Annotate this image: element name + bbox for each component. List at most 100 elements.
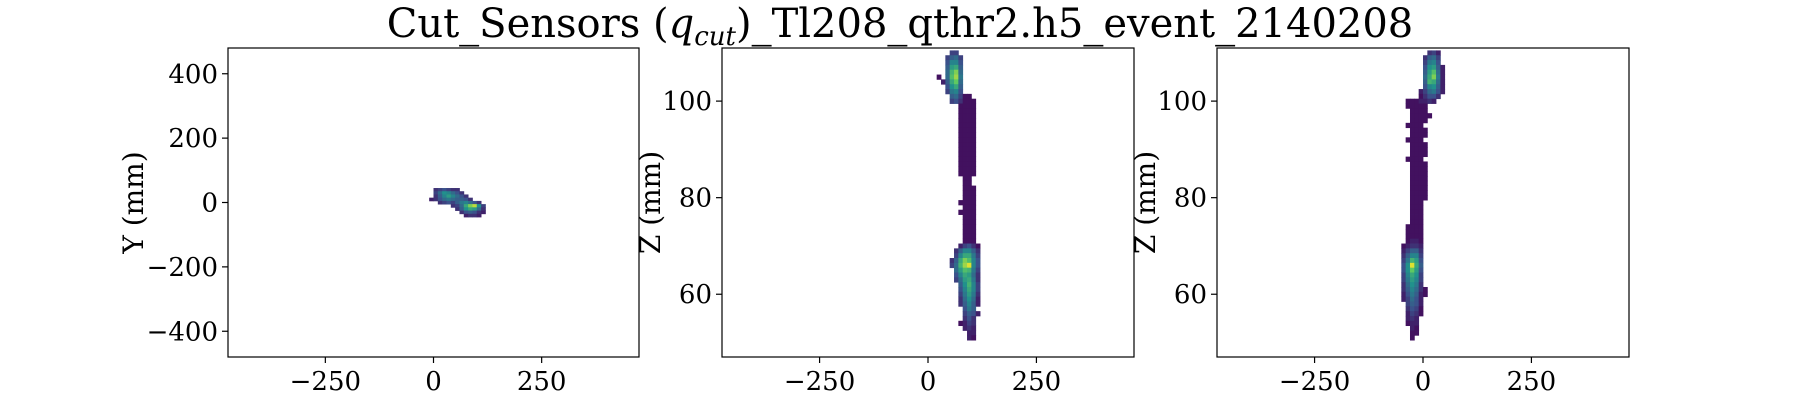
heatmap-cell <box>1414 132 1420 138</box>
heatmap-cell <box>1423 142 1428 148</box>
heatmap-cell <box>437 191 443 195</box>
heatmap-cell <box>971 296 977 302</box>
heatmap-cell <box>958 137 964 143</box>
heatmap-cell <box>1418 282 1424 288</box>
heatmap-cell <box>1431 93 1437 100</box>
heatmap-cell <box>1431 79 1437 85</box>
heatmap-cell <box>967 315 972 322</box>
heatmap-cell <box>962 219 968 225</box>
heatmap-cell <box>975 286 981 293</box>
heatmap-cell <box>1414 200 1420 206</box>
heatmap-cell <box>1405 253 1411 259</box>
y-tick-label: 60 <box>1174 280 1207 310</box>
heatmap-cell <box>1409 296 1415 302</box>
heatmap-cell <box>450 194 456 199</box>
heatmap-cell <box>468 197 473 202</box>
heatmap-cells <box>936 50 981 341</box>
heatmap-cell <box>1423 171 1428 177</box>
heatmap-cell <box>1409 233 1415 240</box>
heatmap-cell <box>1436 74 1441 80</box>
heatmap-cell <box>1414 330 1420 336</box>
heatmap-cell <box>945 60 951 66</box>
heatmap-cell <box>962 315 968 322</box>
heatmap-cell <box>1418 122 1424 129</box>
heatmap-cell <box>962 248 968 254</box>
heatmap-cell <box>1409 315 1415 322</box>
heatmap-cell <box>967 272 972 278</box>
heatmap-cell <box>958 267 964 273</box>
panel-2: −250 0 250 100 80 60 Z (mm) <box>634 47 1135 397</box>
heatmap-cell <box>958 103 964 109</box>
heatmap-cell <box>971 190 977 196</box>
heatmap-cell <box>971 209 977 215</box>
heatmap-cell <box>962 98 968 104</box>
x-tick-label: −250 <box>784 367 855 397</box>
heatmap-cell <box>1405 229 1411 235</box>
heatmap-cell <box>463 207 469 211</box>
heatmap-cell <box>962 272 968 278</box>
x-tick-label: 0 <box>1415 367 1432 397</box>
heatmap-cell <box>1423 291 1428 298</box>
y-tick-label: 0 <box>201 189 218 219</box>
heatmap-cell <box>967 137 972 143</box>
heatmap-cell <box>459 191 465 195</box>
y-tick-label: 200 <box>168 124 218 154</box>
heatmap-cell <box>958 161 964 167</box>
heatmap-cell <box>967 219 972 225</box>
heatmap-cell <box>954 258 959 264</box>
heatmap-cell <box>1401 272 1407 278</box>
heatmap-cell <box>1409 127 1415 133</box>
heatmap-cell <box>433 191 439 195</box>
heatmap-cell <box>971 161 977 167</box>
heatmap-cell <box>1409 320 1415 327</box>
heatmap-cell <box>1409 258 1415 264</box>
y-tick-label: −200 <box>147 253 218 283</box>
heatmap-cell <box>1409 248 1415 254</box>
heatmap-cell <box>450 197 456 202</box>
heatmap-cell <box>962 103 968 109</box>
heatmap-cell <box>1423 127 1428 133</box>
heatmap-cell <box>975 267 981 273</box>
heatmap-cell <box>954 84 959 90</box>
heatmap-cell <box>958 146 964 153</box>
heatmap-cell <box>1431 60 1437 66</box>
heatmap-cell <box>1414 166 1420 172</box>
heatmap-cell <box>1418 171 1424 177</box>
heatmap-cell <box>1431 55 1437 61</box>
heatmap-cell <box>1409 253 1415 259</box>
heatmap-cell <box>975 296 981 302</box>
heatmap-cell <box>958 89 964 95</box>
heatmap-cell <box>1427 113 1433 119</box>
heatmap-cell <box>1418 175 1424 182</box>
heatmap-cells <box>429 188 486 218</box>
heatmap-cell <box>463 204 469 208</box>
heatmap-cell <box>958 108 964 114</box>
heatmap-cell <box>1418 291 1424 298</box>
heatmap-cell <box>1409 224 1415 230</box>
heatmap-cell <box>1414 258 1420 264</box>
heatmap-cell <box>962 209 968 215</box>
heatmap-cell <box>1405 320 1411 327</box>
heatmap-cell <box>958 248 964 254</box>
heatmap-cell <box>437 188 443 192</box>
heatmap-cell <box>1436 93 1441 100</box>
heatmap-cell <box>442 197 447 202</box>
heatmap-cell <box>967 93 972 100</box>
heatmap-cell <box>455 207 460 211</box>
heatmap-cell <box>967 108 972 114</box>
heatmap-cell <box>1423 108 1428 114</box>
heatmap-cell <box>967 209 972 215</box>
heatmap-cell <box>1440 69 1446 75</box>
heatmap-cell <box>971 200 977 206</box>
heatmap-cell <box>1414 224 1420 230</box>
heatmap-cell <box>971 291 977 298</box>
heatmap-cell <box>481 207 486 211</box>
heatmap-cell <box>971 171 977 177</box>
heatmap-cell <box>1418 272 1424 278</box>
heatmap-cell <box>1431 74 1437 80</box>
heatmap-cell <box>962 296 968 302</box>
heatmap-cell <box>1418 200 1424 206</box>
heatmap-cell <box>975 248 981 254</box>
heatmap-cell <box>1418 301 1424 307</box>
heatmap-cell <box>958 64 964 71</box>
